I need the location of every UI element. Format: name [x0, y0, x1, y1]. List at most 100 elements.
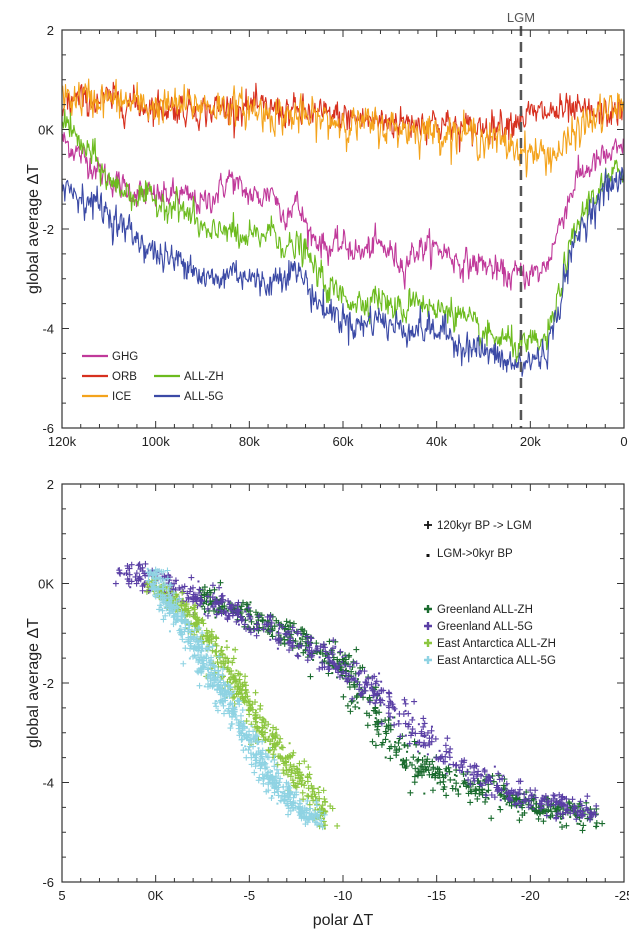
scatter-point-plus — [347, 708, 354, 715]
scatter-point-dot — [271, 734, 274, 737]
scatter-point-plus — [403, 757, 410, 764]
scatter-point-plus — [437, 779, 444, 786]
scatter-point-dot — [255, 709, 258, 712]
scatter-point-plus — [201, 664, 208, 671]
scatter-point-dot — [244, 692, 247, 695]
scatter-point-plus — [156, 567, 163, 574]
scatter-point-dot — [168, 630, 171, 633]
plus-marker-icon — [424, 605, 432, 613]
scatter-point-plus — [192, 602, 199, 609]
scatter-point-plus — [426, 735, 433, 742]
scatter-point-plus — [554, 807, 561, 814]
scatter-point-plus — [177, 626, 184, 633]
scatter-point-plus — [250, 728, 257, 735]
scatter-point-dot — [160, 581, 163, 584]
plus-marker-icon — [424, 622, 432, 630]
scatter-point-plus — [312, 818, 319, 825]
scatter-point-plus — [245, 746, 252, 753]
scatter-point-plus — [414, 772, 421, 779]
scatter-point-plus — [349, 695, 356, 702]
scatter-point-plus — [432, 772, 439, 779]
time-series-x-tick-labels: 120k 100k 80k 60k 40k 20k 0 — [48, 434, 628, 449]
scatter-point-plus — [309, 652, 316, 659]
scatter-point-plus — [366, 699, 373, 706]
y-tick-label: 0K — [38, 577, 54, 592]
scatter-point-dot — [424, 735, 427, 738]
scatter-point-plus — [257, 612, 264, 619]
scatter-point-plus — [189, 653, 196, 660]
scatter-point-plus — [260, 626, 267, 633]
scatter-point-plus — [276, 753, 283, 760]
scatter-point-dot — [559, 821, 562, 824]
scatter-point-plus — [296, 808, 303, 815]
scatter-point-dot — [276, 631, 279, 634]
scatter-point-plus — [474, 771, 481, 778]
scatter-point-dot — [219, 701, 222, 704]
scatter-point-plus — [344, 702, 351, 709]
scatter-point-plus — [443, 792, 450, 799]
scatter-point-plus — [447, 745, 454, 752]
scatter-point-plus — [372, 680, 379, 687]
scatter-point-plus — [505, 795, 512, 802]
scatter-point-plus — [471, 777, 478, 784]
scatter-point-dot — [480, 773, 483, 776]
scatter-point-plus — [313, 640, 320, 647]
y-tick-label: 2 — [47, 477, 54, 492]
scatter-point-dot — [276, 647, 279, 650]
scatter-point-plus — [247, 615, 254, 622]
scatter-point-plus — [401, 741, 408, 748]
scatter-point-dot — [207, 667, 210, 670]
scatter-point-dot — [190, 597, 193, 600]
scatter-point-plus — [512, 801, 519, 808]
scatter-point-plus — [556, 791, 563, 798]
scatter-point-plus — [315, 789, 322, 796]
scatter-point-plus — [330, 637, 337, 644]
scatter-point-plus — [388, 743, 395, 750]
scatter-point-dot — [358, 707, 361, 710]
scatter-point-plus — [440, 786, 447, 793]
scatter-point-plus — [211, 673, 218, 680]
scatter-series-east-antarctica-all-5g — [144, 566, 328, 831]
scatter-point-dot — [268, 618, 271, 621]
scatter-point-dot — [374, 717, 377, 720]
scatter-point-plus — [314, 645, 321, 652]
scatter-point-plus — [287, 761, 294, 768]
scatter-point-plus — [217, 677, 224, 684]
scatter-point-dot — [315, 645, 318, 648]
scatter-point-dot — [207, 603, 210, 606]
scatter-point-plus — [292, 805, 299, 812]
scatter-point-dot — [246, 735, 249, 738]
scatter-point-plus — [446, 768, 453, 775]
scatter-point-plus — [265, 747, 272, 754]
scatter-point-plus — [142, 572, 149, 579]
scatter-point-dot — [346, 678, 349, 681]
scatter-point-plus — [295, 628, 302, 635]
scatter-point-plus — [550, 792, 557, 799]
scatter-point-plus — [340, 668, 347, 675]
scatter-point-plus — [152, 592, 159, 599]
scatter-point-plus — [478, 782, 485, 789]
scatter-point-dot — [224, 709, 227, 712]
scatter-point-dot — [210, 634, 213, 637]
x-tick-label: 0K — [148, 888, 164, 903]
scatter-point-plus — [495, 770, 502, 777]
scatter-point-plus — [294, 780, 301, 787]
scatter-point-plus — [125, 565, 132, 572]
scatter-point-dot — [505, 803, 508, 806]
scatter-point-dot — [203, 613, 206, 616]
scatter-point-plus — [396, 710, 403, 717]
scatter-point-plus — [296, 641, 303, 648]
scatter-point-dot — [394, 741, 397, 744]
scatter-point-plus — [133, 580, 140, 587]
scatter-point-dot — [224, 613, 227, 616]
x-tick-label: 60k — [333, 434, 354, 449]
scatter-point-dot — [554, 814, 557, 817]
scatter-point-plus — [559, 824, 566, 831]
scatter-point-plus — [273, 726, 280, 733]
scatter-legend-label: Greenland ALL-ZH — [437, 604, 533, 616]
scatter-point-plus — [565, 799, 572, 806]
scatter-point-plus — [196, 619, 203, 626]
scatter-point-dot — [178, 618, 181, 621]
scatter-point-plus — [210, 633, 217, 640]
scatter-point-plus — [468, 788, 475, 795]
